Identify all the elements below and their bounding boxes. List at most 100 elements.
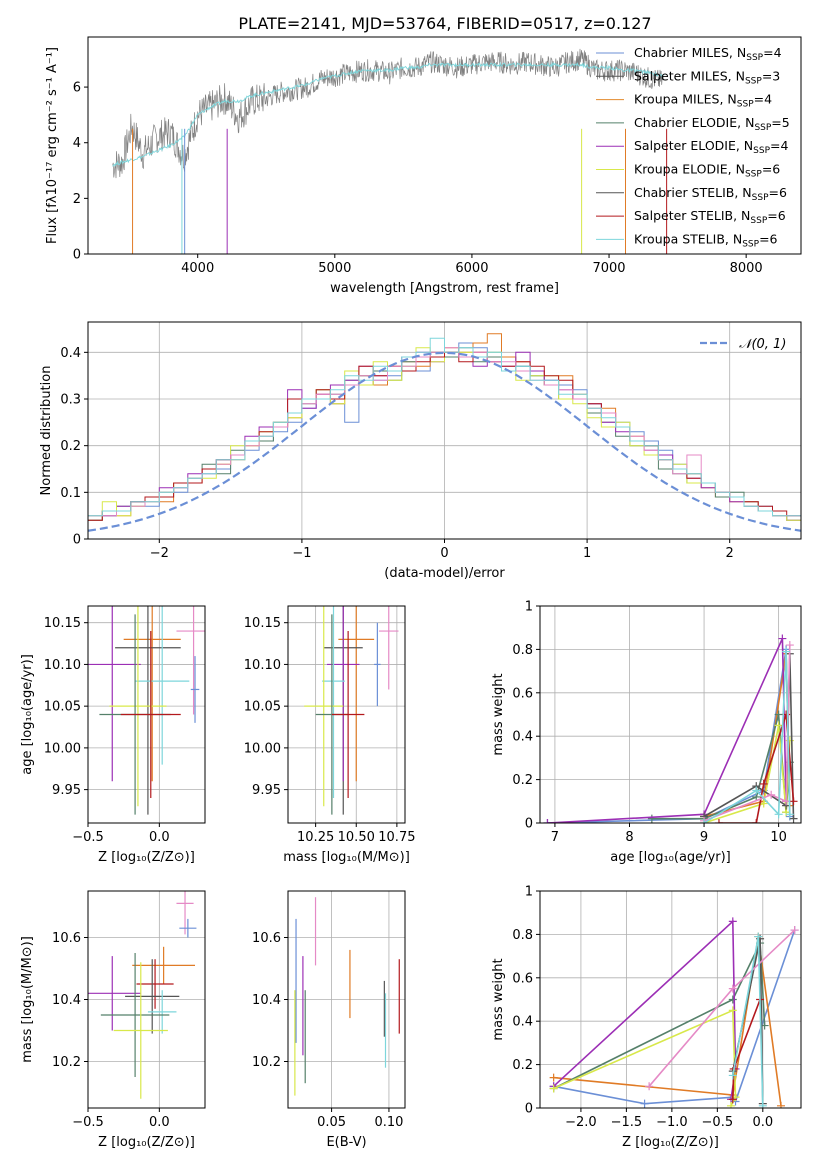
- y-tick-label: 10.2: [252, 1055, 281, 1070]
- histogram-series: [88, 337, 801, 521]
- weight-marker: [790, 926, 799, 935]
- weight-marker: [774, 810, 783, 819]
- weight-marker: [728, 917, 737, 926]
- weight-line: [553, 942, 766, 1090]
- x-axis-label: mass [log₁₀(M/M⊙)]: [283, 850, 410, 865]
- weight-marker: [759, 779, 768, 788]
- y-tick-label: 10.05: [244, 700, 281, 715]
- legend-label: Kroupa ELODIE, NSSP=6: [634, 162, 780, 180]
- histogram-series: [88, 347, 801, 521]
- y-tick-label: 10.4: [52, 993, 81, 1008]
- weight-marker: [543, 819, 552, 823]
- y-tick-label: 0.2: [512, 1058, 533, 1073]
- weight-marker: [728, 1095, 737, 1104]
- weight-marker: [774, 721, 783, 730]
- weight-marker: [645, 1082, 654, 1091]
- weight-marker: [728, 984, 737, 993]
- y-tick-label: 10.00: [244, 741, 281, 756]
- x-tick-label: 0.0: [752, 1115, 773, 1130]
- y-axis-label: Normed distribution: [39, 366, 54, 496]
- axes-frame: [539, 605, 802, 824]
- figure-title: PLATE=2141, MJD=53764, FIBERID=0517, z=0…: [238, 14, 651, 33]
- x-tick-label: 0: [440, 546, 448, 561]
- y-axis-label: mass weight: [491, 958, 506, 1040]
- y-tick-label: 10.6: [252, 931, 281, 946]
- weight-marker: [728, 995, 737, 1004]
- plot-area: [88, 333, 801, 532]
- panel-mass-vs-Z: −0.5 0.0 10.2 10.4 10.6 Z [log₁₀(Z/Z⊙)] mass […: [20, 890, 206, 1150]
- panel-residuals: 𝒩(0, 1) −2 −1 0 1 2 0 0.1 0.2 0.3 0.4 (data-model)/…: [39, 321, 802, 581]
- y-tick-label: 2: [73, 192, 81, 207]
- y-tick-label: 0: [73, 533, 81, 548]
- plot-area: [543, 634, 798, 823]
- x-tick-label: 0.05: [317, 1115, 346, 1130]
- x-tick-label: 10.50: [338, 830, 375, 845]
- y-tick-label: 10.4: [252, 993, 281, 1008]
- weight-marker: [728, 1071, 737, 1080]
- x-tick-label: −2.0: [565, 1115, 597, 1130]
- x-tick-label: 2: [726, 546, 734, 561]
- axes-frame: [87, 36, 802, 255]
- x-tick-label: 9: [700, 830, 708, 845]
- plot-area: [88, 606, 205, 815]
- legend-label: Chabrier MILES, NSSP=4: [634, 45, 782, 63]
- panel-weight-vs-Z: −2.0 −1.5 −1.0 −0.5 0.0 0 0.2 0.4 0.6 0.8 1 Z [log₁…: [491, 885, 802, 1150]
- panel-weight-vs-age: 7 8 9 10 0 0.2 0.4 0.6 0.8 1 age [log₁₀(age/yr)] ma…: [491, 600, 802, 865]
- plot-area: [304, 606, 399, 815]
- weight-marker: [728, 1006, 737, 1015]
- legend-label: Salpeter ELODIE, NSSP=4: [634, 138, 789, 156]
- weight-marker: [754, 932, 763, 941]
- y-axis-label: age [log₁₀(age/yr)]: [20, 654, 35, 775]
- x-axis-label: Z [log₁₀(Z/Z⊙)]: [98, 1135, 195, 1150]
- x-tick-label: 4000: [181, 261, 214, 276]
- panel-mass-vs-ebv: 0.05 0.10 10.2 10.4 10.6 E(B-V): [252, 890, 406, 1150]
- legend-label: Chabrier STELIB, NSSP=6: [634, 185, 787, 203]
- legend-label: Kroupa MILES, NSSP=4: [634, 92, 772, 110]
- weight-marker: [752, 819, 761, 823]
- weight-marker: [700, 819, 709, 823]
- y-tick-label: 10.00: [44, 741, 81, 756]
- x-tick-label: −1: [292, 546, 311, 561]
- x-tick-label: 8: [625, 830, 633, 845]
- y-tick-label: 0.1: [60, 486, 81, 501]
- y-tick-label: 0.8: [512, 643, 533, 658]
- y-tick-label: 6: [73, 81, 81, 96]
- weight-marker: [789, 797, 798, 806]
- x-tick-label: 7: [551, 830, 559, 845]
- y-tick-label: 1: [525, 885, 533, 900]
- y-tick-label: 10.6: [52, 931, 81, 946]
- x-tick-label: −1.5: [611, 1115, 643, 1130]
- axes-frame: [539, 890, 802, 1109]
- y-tick-label: 0: [525, 1102, 533, 1117]
- y-tick-label: 0.4: [512, 730, 533, 745]
- weight-marker: [785, 641, 794, 650]
- y-tick-label: 0.4: [60, 346, 81, 361]
- weight-marker: [789, 814, 798, 823]
- plot-area: [112, 48, 668, 254]
- weight-marker: [549, 1073, 558, 1082]
- y-axis-label: mass weight: [491, 673, 506, 755]
- axes-frame: [287, 605, 406, 824]
- y-tick-label: 0.8: [512, 928, 533, 943]
- x-tick-label: −0.5: [72, 830, 104, 845]
- x-tick-label: 5000: [318, 261, 351, 276]
- y-tick-label: 1: [525, 600, 533, 615]
- weight-marker: [759, 799, 768, 808]
- y-tick-label: 0.2: [60, 439, 81, 454]
- y-tick-label: 10.15: [44, 616, 81, 631]
- x-tick-label: 6000: [455, 261, 488, 276]
- x-axis-label: age [log₁₀(age/yr)]: [610, 850, 731, 865]
- x-axis-label: Z [log₁₀(Z/Z⊙)]: [622, 1135, 719, 1150]
- y-tick-label: 10.2: [52, 1055, 81, 1070]
- legend-label: Chabrier ELODIE, NSSP=5: [634, 115, 790, 133]
- histogram-series: [88, 342, 801, 526]
- plot-area: [88, 891, 197, 1099]
- x-tick-label: 0.10: [374, 1115, 403, 1130]
- x-tick-label: −0.5: [72, 1115, 104, 1130]
- weight-line: [553, 936, 782, 1106]
- y-tick-label: 10.05: [44, 700, 81, 715]
- spectrum-line-model: [112, 61, 665, 167]
- weight-marker: [714, 819, 723, 823]
- y-tick-label: 10.10: [244, 658, 281, 673]
